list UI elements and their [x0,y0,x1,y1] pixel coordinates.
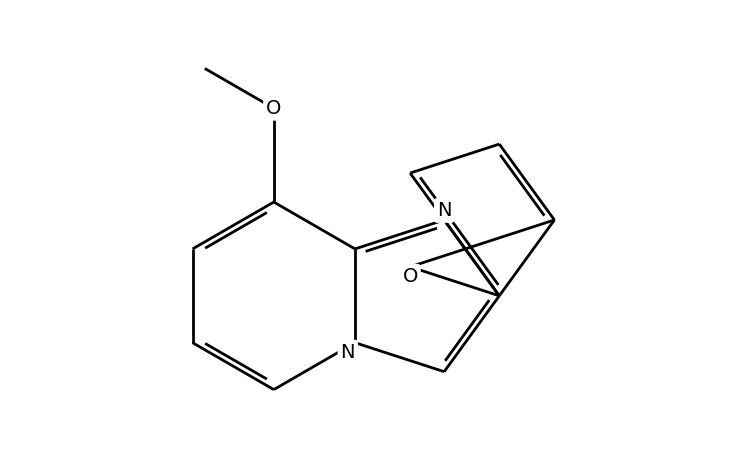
Text: N: N [341,343,355,362]
Text: O: O [266,99,282,118]
Text: O: O [403,267,418,286]
Text: N: N [437,201,451,220]
